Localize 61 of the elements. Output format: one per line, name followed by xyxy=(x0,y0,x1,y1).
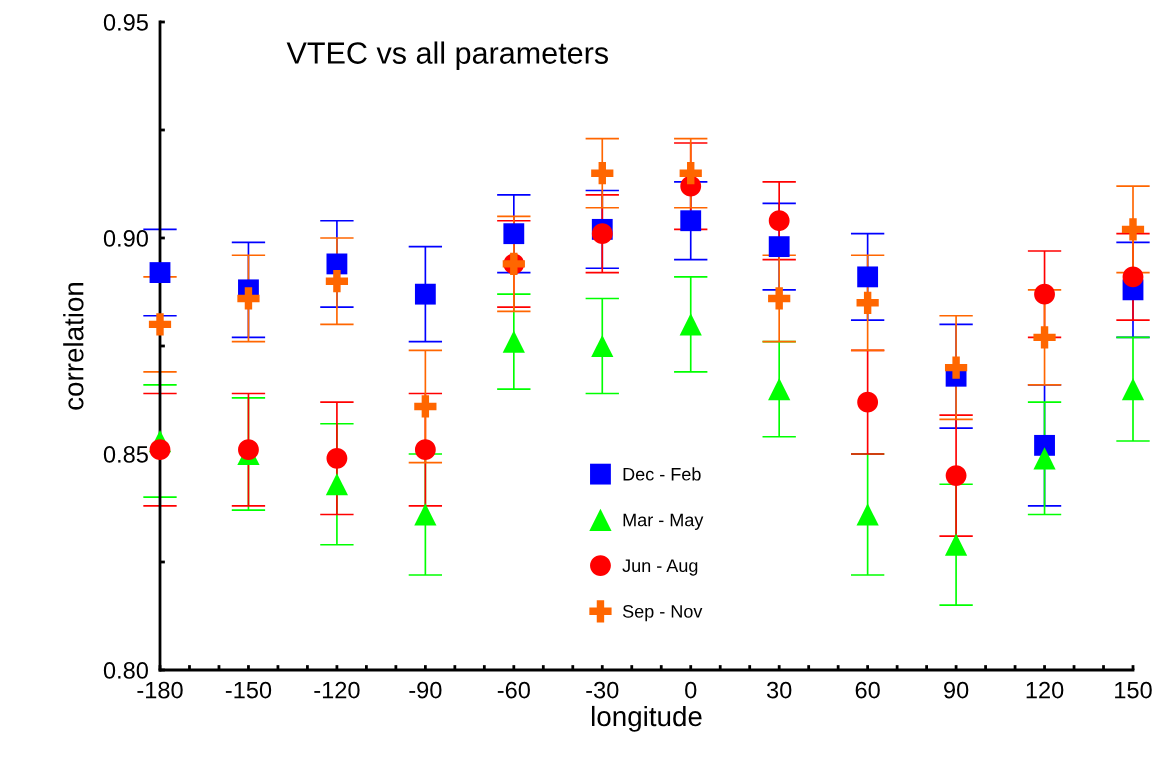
y-tick-label: 0.85 xyxy=(103,446,148,463)
point xyxy=(591,334,614,358)
point xyxy=(856,291,879,314)
y-axis-title: correlation xyxy=(63,282,84,410)
point xyxy=(679,313,702,336)
point xyxy=(945,465,967,487)
point xyxy=(238,439,259,461)
point xyxy=(857,266,879,288)
legend-label: Mar - May xyxy=(623,513,704,530)
point xyxy=(414,395,437,418)
point xyxy=(414,503,437,526)
point xyxy=(768,287,791,310)
point xyxy=(237,287,260,310)
point xyxy=(326,447,348,469)
x-tick-label: -120 xyxy=(314,681,360,699)
x-tick-label: 120 xyxy=(1026,681,1064,699)
x-tick-label: 60 xyxy=(855,681,880,699)
point xyxy=(857,391,879,413)
point xyxy=(1033,326,1056,349)
point xyxy=(1121,378,1145,401)
x-tick-label: 90 xyxy=(944,681,969,699)
x-tick-label: -150 xyxy=(225,681,272,699)
legend-label: Sep - Nov xyxy=(622,605,703,622)
point xyxy=(1034,283,1055,305)
point xyxy=(1034,434,1055,456)
point xyxy=(591,223,613,245)
text: VTEC vs all parameters xyxy=(286,41,609,70)
point xyxy=(325,270,349,293)
x-tick-label: -30 xyxy=(586,681,619,699)
point xyxy=(149,262,171,283)
x-tick-label: 0 xyxy=(685,681,697,699)
y-tick-label: 0.90 xyxy=(103,230,148,247)
point xyxy=(944,356,968,379)
x-axis-title: longitude xyxy=(592,705,702,732)
point xyxy=(944,533,968,556)
point xyxy=(1033,447,1056,470)
point xyxy=(502,330,525,353)
point xyxy=(591,162,614,185)
point xyxy=(679,162,702,185)
point xyxy=(503,223,525,245)
point xyxy=(149,439,171,461)
point xyxy=(414,439,436,461)
point xyxy=(856,503,879,526)
point xyxy=(680,210,702,232)
point xyxy=(768,236,790,258)
x-tick-label: 150 xyxy=(1115,681,1152,699)
x-tick-label: -180 xyxy=(137,681,183,699)
point xyxy=(768,210,790,232)
x-tick-label: -60 xyxy=(497,681,530,699)
legend-label: Jun - Aug xyxy=(622,559,698,576)
point xyxy=(768,378,791,401)
point xyxy=(325,473,349,496)
x-tick-label: 30 xyxy=(766,681,792,699)
point xyxy=(1122,266,1144,288)
x-tick-label: -90 xyxy=(409,681,442,699)
point xyxy=(148,313,172,336)
y-tick-label: 0.80 xyxy=(103,662,148,679)
point xyxy=(1121,218,1145,241)
y-tick-label: 0.95 xyxy=(103,14,148,31)
legend-label: Dec - Feb xyxy=(623,467,701,481)
point xyxy=(414,283,436,305)
